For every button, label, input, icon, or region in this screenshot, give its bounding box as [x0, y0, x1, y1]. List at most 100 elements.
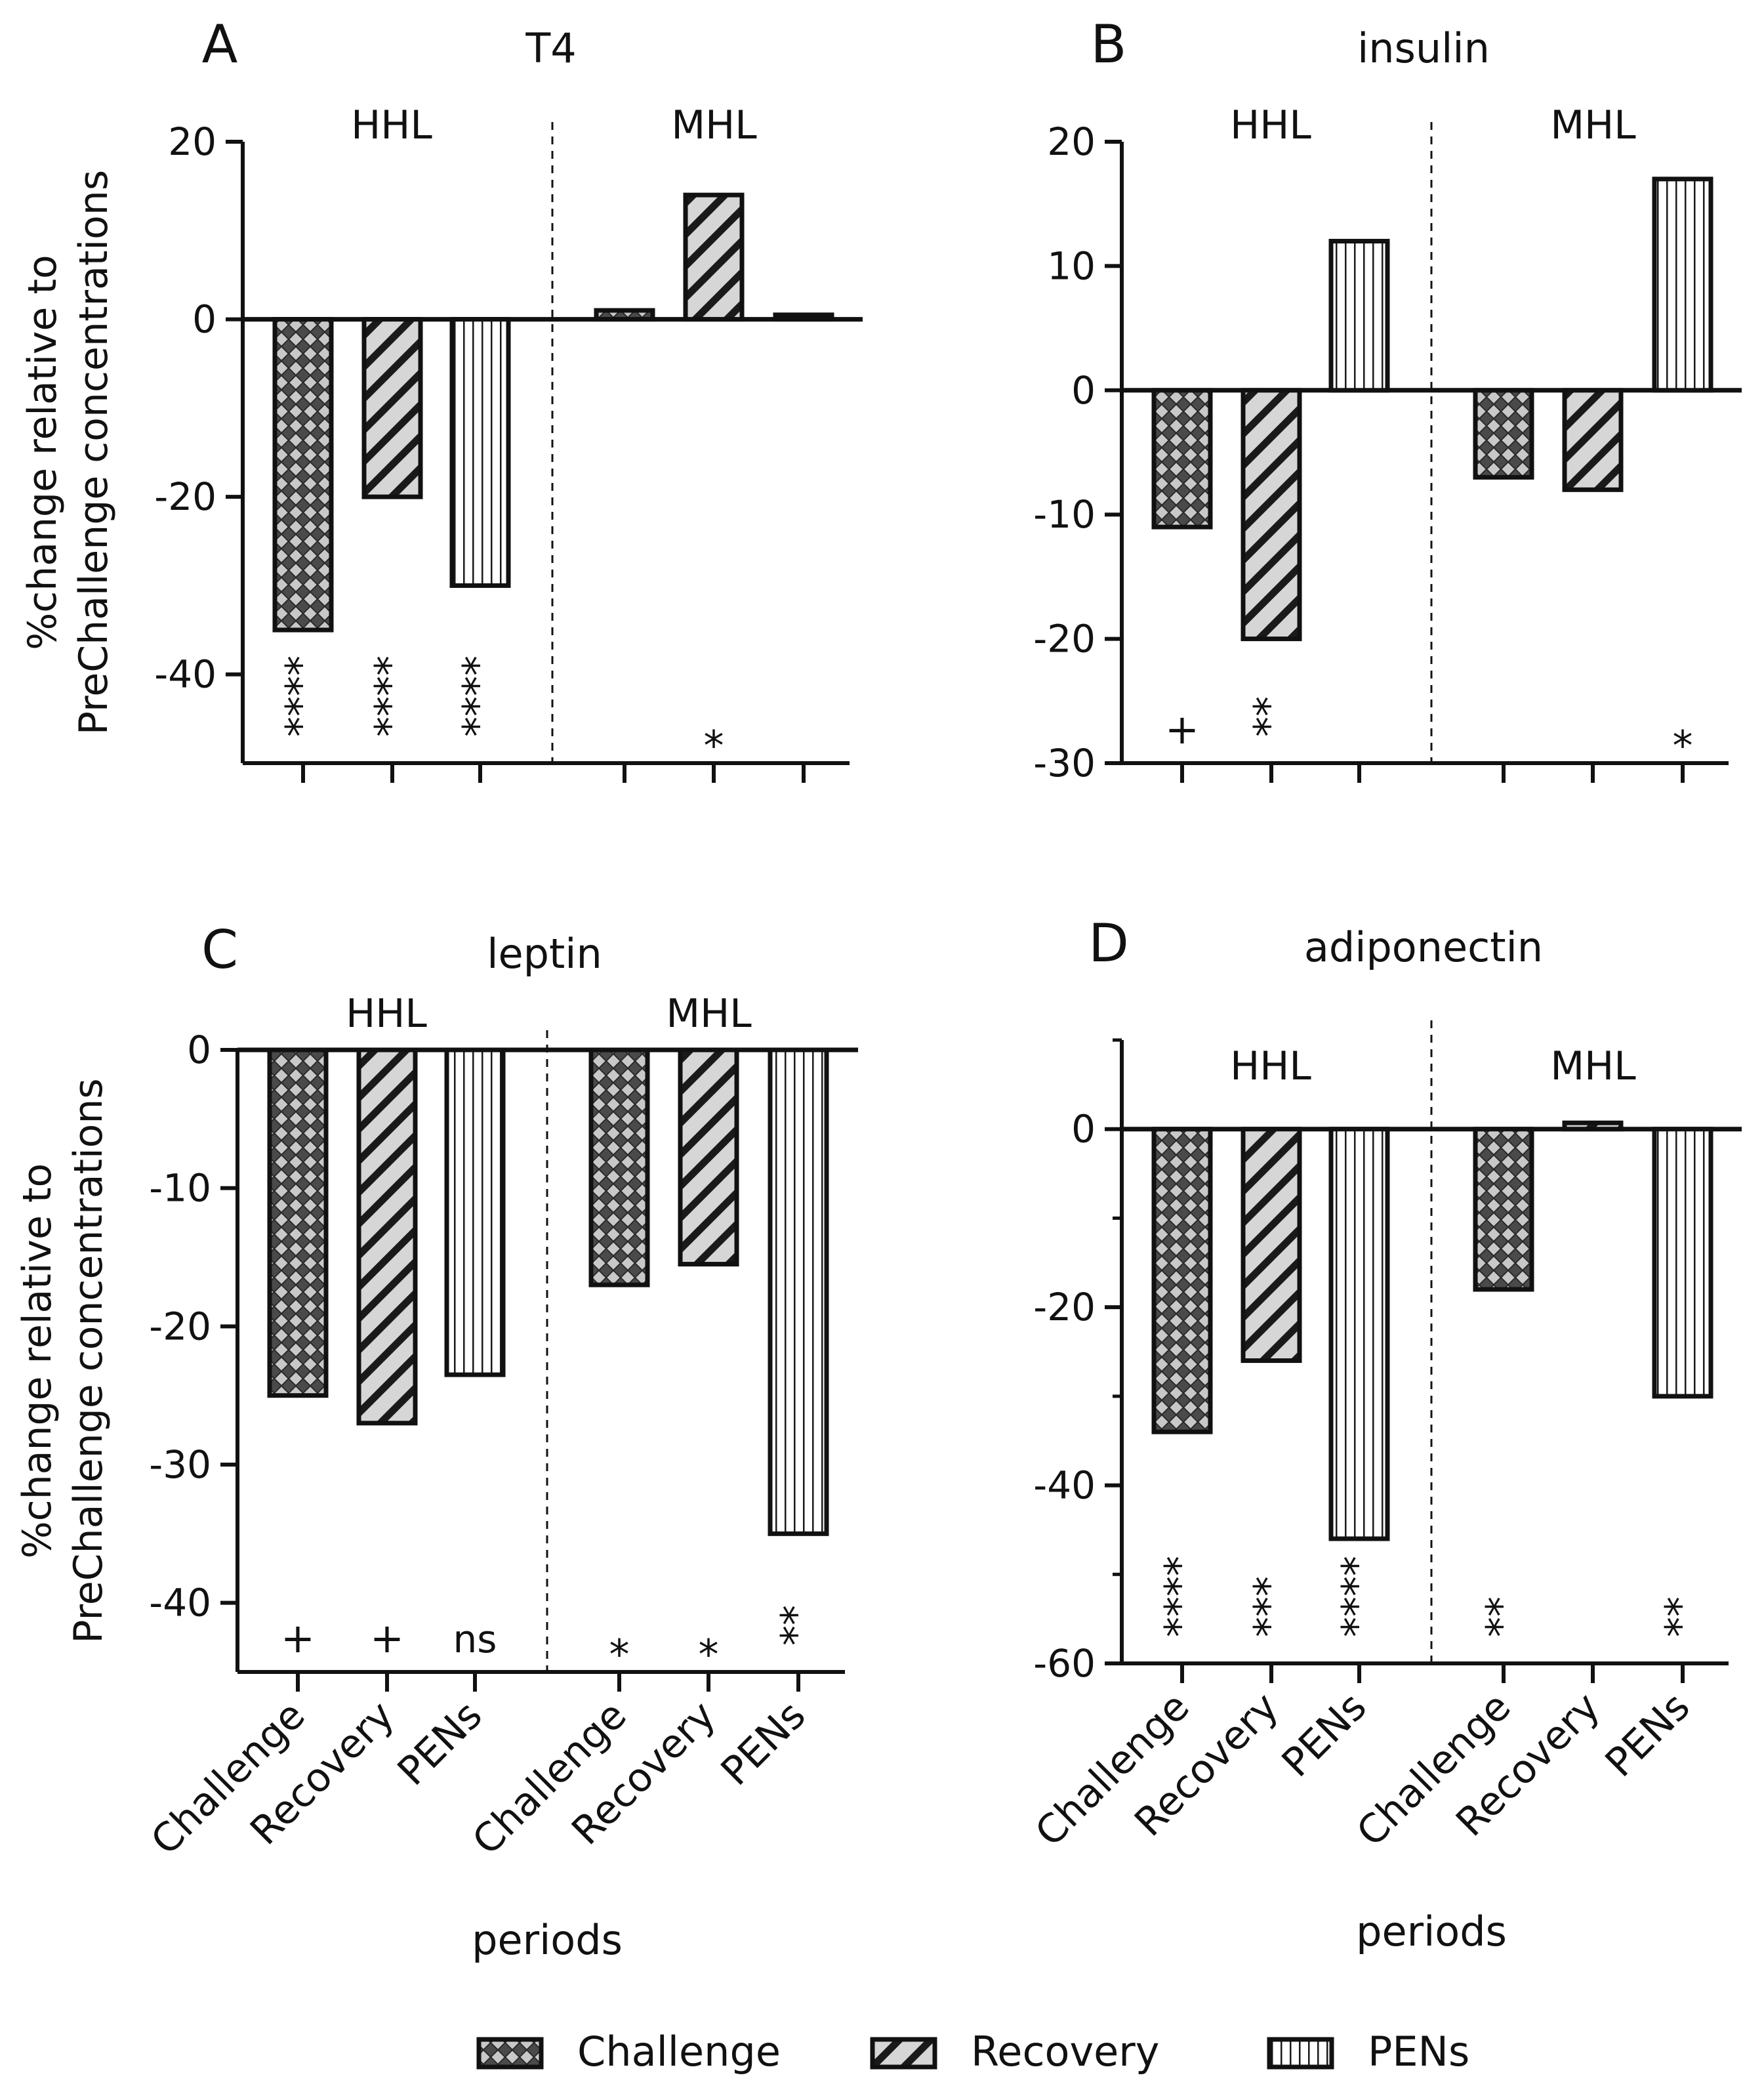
- group-label-hhl: HHL: [346, 991, 427, 1037]
- y-axis-label: %change relative to PreChallenge concentr…: [14, 1078, 112, 1643]
- group-label-hhl: HHL: [1230, 102, 1311, 148]
- bar-hhl-recovery: [356, 1047, 418, 1426]
- y-tick-label: -60: [1033, 1641, 1096, 1686]
- y-axis-label-line: %change relative to: [20, 255, 66, 650]
- significance-label: *: [704, 722, 724, 770]
- chart-title: insulin: [1357, 24, 1490, 72]
- bar-hhl-pens: [449, 317, 511, 588]
- y-tick-label: -30: [1033, 741, 1096, 785]
- significance-label: ****: [366, 656, 414, 737]
- y-tick-label: 20: [168, 119, 216, 164]
- group-label-hhl: HHL: [1230, 1043, 1311, 1089]
- y-tick-label: -40: [154, 652, 216, 697]
- bar-mhl-pens: [1652, 177, 1713, 393]
- y-tick-label: -30: [149, 1442, 211, 1487]
- significance-label: +: [281, 1614, 315, 1662]
- y-axis-label: %change relative to PreChallenge concentr…: [20, 170, 117, 735]
- panel-letter: A: [202, 14, 238, 75]
- bar-hhl-recovery: [1241, 388, 1302, 642]
- group-label-mhl: MHL: [671, 102, 757, 148]
- chart-panel-a: A T4 20 0 -20 -40 %change relative to PreChalle…: [20, 14, 863, 783]
- legend-label-pens: PENs: [1368, 2028, 1469, 2076]
- significance-label: ***: [1245, 1576, 1293, 1637]
- y-tick-label: 0: [192, 297, 216, 342]
- group-label-mhl: MHL: [1550, 102, 1636, 148]
- y-tick-label: 0: [187, 1028, 211, 1072]
- significance-label: **: [1245, 696, 1293, 737]
- bar-hhl-pens: [1328, 1127, 1390, 1541]
- x-category-label: PENs: [1597, 1684, 1699, 1786]
- bar-hhl-recovery: [361, 317, 423, 499]
- x-category-label: PENs: [712, 1692, 815, 1795]
- bar-mhl-pens: [1652, 1127, 1713, 1399]
- bar-mhl-challenge: [588, 1047, 650, 1287]
- group-label-mhl: MHL: [1550, 1043, 1636, 1089]
- significance-label: *: [609, 1631, 630, 1679]
- significance-label: ****: [1333, 1556, 1381, 1637]
- bar-hhl-challenge: [272, 317, 334, 633]
- y-axis-label-line: %change relative to: [14, 1163, 60, 1559]
- significance-label: **: [1656, 1596, 1704, 1637]
- y-tick-label: -20: [154, 474, 216, 519]
- bar-mhl-recovery: [1562, 1120, 1624, 1132]
- x-axis-label: periods: [1356, 1908, 1507, 1955]
- x-axis-label: periods: [472, 1916, 623, 1964]
- panel-letter: B: [1091, 14, 1127, 75]
- y-tick-label: -40: [1033, 1463, 1096, 1508]
- x-category-label: PENs: [389, 1692, 491, 1795]
- bar-mhl-pens: [773, 312, 834, 322]
- bar-mhl-recovery: [678, 1047, 739, 1267]
- bar-hhl-pens: [444, 1047, 506, 1377]
- bar-hhl-challenge: [267, 1047, 329, 1398]
- y-tick-label: -20: [1033, 1285, 1096, 1329]
- x-category-label: PENs: [1273, 1684, 1376, 1786]
- group-label-mhl: MHL: [666, 991, 752, 1037]
- significance-label: ns: [453, 1617, 497, 1661]
- bar-mhl-recovery: [1562, 388, 1624, 492]
- y-axis-label-line: PreChallenge concentrations: [71, 170, 117, 735]
- y-tick-label: 10: [1047, 243, 1096, 288]
- y-tick-label: -40: [149, 1581, 211, 1625]
- y-tick-label: -20: [149, 1304, 211, 1348]
- significance-label: *: [699, 1631, 719, 1679]
- legend-swatch-recovery: [870, 2037, 937, 2070]
- y-axis-label-line: PreChallenge concentrations: [66, 1078, 112, 1643]
- y-tick-label: -10: [149, 1166, 211, 1211]
- legend: Challenge Recovery PENs: [476, 2028, 1469, 2076]
- significance-label: *: [1673, 722, 1693, 770]
- bar-mhl-recovery: [683, 192, 745, 322]
- y-tick-label: 0: [1071, 1107, 1096, 1152]
- chart-title: leptin: [487, 930, 602, 978]
- chart-title: T4: [525, 24, 576, 72]
- significance-label: ****: [1156, 1556, 1204, 1637]
- y-tick-label: 20: [1047, 119, 1096, 164]
- significance-label: **: [1477, 1596, 1525, 1637]
- significance-label: ****: [277, 656, 325, 737]
- bar-mhl-challenge: [1473, 1127, 1534, 1292]
- y-tick-label: 0: [1071, 368, 1096, 413]
- chart-title: adiponectin: [1304, 923, 1543, 971]
- legend-swatch-pens: [1267, 2037, 1334, 2070]
- bar-hhl-challenge: [1151, 1127, 1213, 1434]
- y-tick-label: -10: [1033, 492, 1096, 537]
- legend-label-recovery: Recovery: [971, 2028, 1159, 2076]
- y-tick-label: -20: [1033, 617, 1096, 661]
- panel-letter: C: [201, 919, 238, 980]
- bar-hhl-challenge: [1151, 388, 1213, 530]
- legend-swatch-challenge: [476, 2037, 544, 2070]
- group-label-hhl: HHL: [351, 102, 432, 148]
- significance-label: **: [772, 1605, 820, 1646]
- bar-mhl-pens: [768, 1047, 829, 1536]
- bar-hhl-recovery: [1241, 1127, 1302, 1364]
- bar-hhl-pens: [1328, 239, 1390, 393]
- significance-label: ****: [454, 656, 502, 737]
- significance-label: +: [370, 1614, 404, 1662]
- legend-label-challenge: Challenge: [577, 2028, 781, 2076]
- bar-mhl-challenge: [594, 308, 655, 322]
- bar-mhl-challenge: [1473, 388, 1534, 480]
- panel-letter: D: [1088, 913, 1129, 974]
